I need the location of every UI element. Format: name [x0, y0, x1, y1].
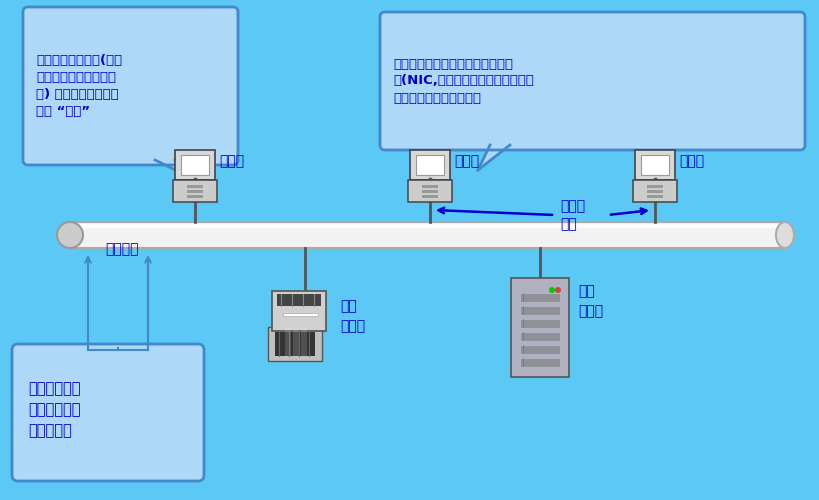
Circle shape: [549, 287, 554, 293]
Bar: [277, 294, 320, 306]
Text: 工作站: 工作站: [454, 154, 478, 168]
FancyBboxPatch shape: [174, 150, 215, 180]
Text: 网络上的每台设备(如工
作站、服务器、打印机
等) 都称为是网络中的
一个 “节点”: 网络上的每台设备(如工 作站、服务器、打印机 等) 都称为是网络中的 一个 “节…: [36, 54, 122, 118]
FancyBboxPatch shape: [632, 180, 676, 202]
Bar: [187, 195, 203, 198]
FancyBboxPatch shape: [379, 12, 804, 150]
Bar: [301, 328, 306, 356]
Ellipse shape: [775, 222, 793, 248]
Text: 网络接
口卡: 网络接 口卡: [559, 199, 585, 231]
Bar: [422, 195, 437, 198]
Text: 工作站: 工作站: [219, 154, 244, 168]
Bar: [415, 155, 443, 175]
Bar: [519, 306, 559, 315]
FancyBboxPatch shape: [268, 327, 322, 361]
FancyBboxPatch shape: [12, 344, 204, 481]
Text: 网络
服务器: 网络 服务器: [577, 284, 603, 318]
Bar: [519, 332, 559, 341]
Bar: [640, 155, 668, 175]
FancyBboxPatch shape: [23, 7, 238, 165]
Bar: [274, 332, 314, 356]
Bar: [187, 190, 203, 193]
Text: 双给线、同轴
电缆、光纤或
者无线电波: 双给线、同轴 电缆、光纤或 者无线电波: [28, 382, 80, 438]
Ellipse shape: [57, 222, 83, 248]
Text: 网络
打印机: 网络 打印机: [340, 300, 364, 333]
Bar: [283, 313, 318, 316]
Text: 传输介质: 传输介质: [105, 242, 138, 256]
Bar: [422, 185, 437, 188]
Bar: [422, 190, 437, 193]
Polygon shape: [155, 160, 200, 182]
Bar: [519, 293, 559, 302]
Bar: [646, 190, 663, 193]
Bar: [519, 319, 559, 328]
Text: 网络上的每个节点都装有网络接口
卡(NIC,简称网卡），网卡通过传输
介质把节点相互连接起来: 网络上的每个节点都装有网络接口 卡(NIC,简称网卡），网卡通过传输 介质把节点…: [392, 58, 533, 104]
FancyBboxPatch shape: [510, 278, 568, 377]
Bar: [519, 358, 559, 367]
Bar: [646, 185, 663, 188]
FancyBboxPatch shape: [272, 291, 326, 331]
FancyBboxPatch shape: [173, 180, 217, 202]
FancyBboxPatch shape: [408, 180, 451, 202]
Text: 工作站: 工作站: [678, 154, 704, 168]
Bar: [187, 185, 203, 188]
FancyBboxPatch shape: [634, 150, 674, 180]
Circle shape: [554, 287, 560, 293]
Bar: [519, 345, 559, 354]
Bar: [181, 155, 209, 175]
Bar: [646, 195, 663, 198]
Bar: [285, 328, 291, 356]
Polygon shape: [477, 145, 509, 170]
Bar: [70, 222, 784, 248]
FancyBboxPatch shape: [410, 150, 450, 180]
Bar: [292, 328, 299, 356]
